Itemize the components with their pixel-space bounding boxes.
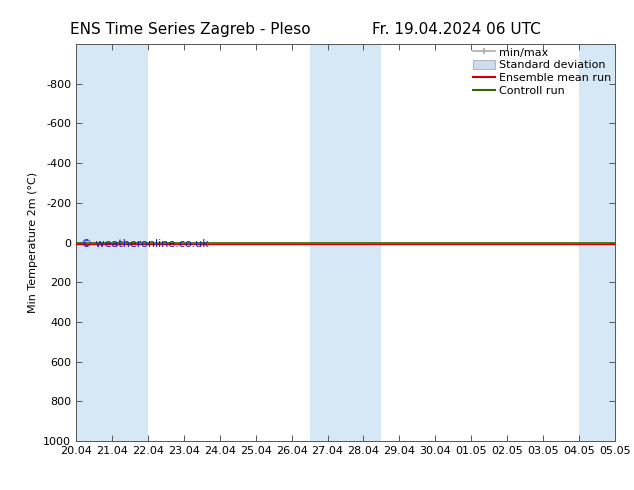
Bar [309, 44, 382, 441]
Text: ENS Time Series Zagreb - Pleso: ENS Time Series Zagreb - Pleso [70, 22, 311, 37]
Text: © weatheronline.co.uk: © weatheronline.co.uk [81, 239, 209, 249]
Text: Fr. 19.04.2024 06 UTC: Fr. 19.04.2024 06 UTC [372, 22, 541, 37]
Y-axis label: Min Temperature 2m (°C): Min Temperature 2m (°C) [28, 172, 37, 313]
Legend: min/max, Standard deviation, Ensemble mean run, Controll run: min/max, Standard deviation, Ensemble me… [473, 48, 612, 96]
Bar [579, 44, 615, 441]
Bar [76, 44, 148, 441]
